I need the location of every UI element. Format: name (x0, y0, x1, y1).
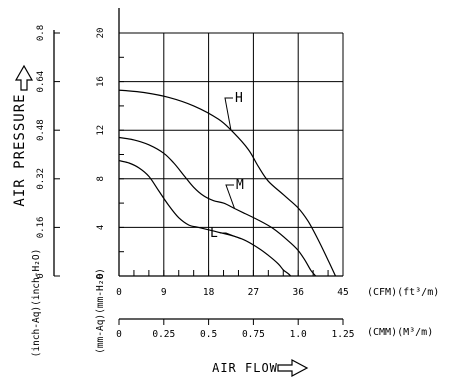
series-label-h: H (235, 91, 243, 106)
x-tick-label-cfm: 36 (292, 287, 304, 298)
x-tick-label-cmm: 0 (116, 329, 122, 340)
y-tick-labels: 0 4 8 12 16 20 0 0.16 0.32 0.48 0.64 0.8 (36, 25, 106, 279)
series-label-leaders: H M L (210, 91, 244, 241)
x-tick-label-cmm: 0.75 (242, 329, 265, 340)
x-axis-arrow-icon (277, 359, 309, 377)
series-line-h (118, 89, 337, 277)
y-tick-label-mm: 4 (96, 225, 106, 230)
y-tick-label-mm: 12 (96, 125, 106, 136)
chart-grid (119, 32, 344, 276)
series-leader-h (224, 97, 233, 131)
x-tick-label-cfm: 45 (337, 287, 348, 298)
x-tick-label-cmm: 0.5 (200, 329, 217, 340)
y-axis-title-group: AIR PRESSURE (12, 64, 34, 207)
y-tick-label-inch: 0.48 (36, 119, 46, 141)
series-label-l: L (210, 226, 218, 241)
series-leader-m (225, 184, 235, 209)
chart-axes (54, 8, 344, 325)
chart-series (118, 89, 337, 277)
y-tick-label-inch: 0.16 (36, 217, 46, 239)
y-tick-label-inch: 0 (36, 273, 46, 278)
y-tick-label-inch: 0.8 (36, 25, 46, 41)
x-tick-labels: 0 9 18 27 36 45 0 0.25 0.5 0.75 1.0 1.25 (116, 287, 354, 340)
y-axis-title: AIR PRESSURE (12, 93, 28, 206)
series-label-m: M (236, 178, 244, 193)
x-tick-label-cmm: 0.25 (152, 329, 175, 340)
x-axis-unit-cmm: (CMM)(M³/m) (367, 327, 433, 338)
x-axis-title-group: AIR FLOW (212, 359, 309, 377)
y-axis-unit-mm: (mm-Aq)(mm-H₂O) (95, 268, 106, 354)
y-tick-label-inch: 0.32 (36, 168, 46, 190)
y-tick-label-inch: 0.64 (36, 71, 46, 93)
x-tick-label-cfm: 27 (248, 287, 259, 298)
x-axis-unit-cfm: (CFM)(ft³/m) (367, 287, 439, 298)
y-tick-label-mm: 20 (96, 28, 106, 39)
y-tick-label-mm: 8 (96, 176, 106, 181)
series-line-m (118, 136, 317, 277)
x-tick-label-cfm: 18 (203, 287, 215, 298)
x-axis-title: AIR FLOW (212, 361, 278, 375)
y-tick-label-mm: 0 (96, 273, 106, 278)
y-axis-arrow-icon (14, 64, 34, 91)
x-tick-label-cmm: 1.25 (332, 329, 355, 340)
x-tick-label-cmm: 1.0 (290, 329, 307, 340)
x-tick-label-cfm: 9 (161, 287, 167, 298)
series-leader-l (220, 232, 242, 240)
x-tick-label-cfm: 0 (116, 287, 122, 298)
y-tick-label-mm: 16 (96, 76, 106, 87)
series-line-l (118, 160, 292, 277)
y-axis-unit-inch: (inch-Aq)(inch-H₂O) (31, 249, 42, 358)
